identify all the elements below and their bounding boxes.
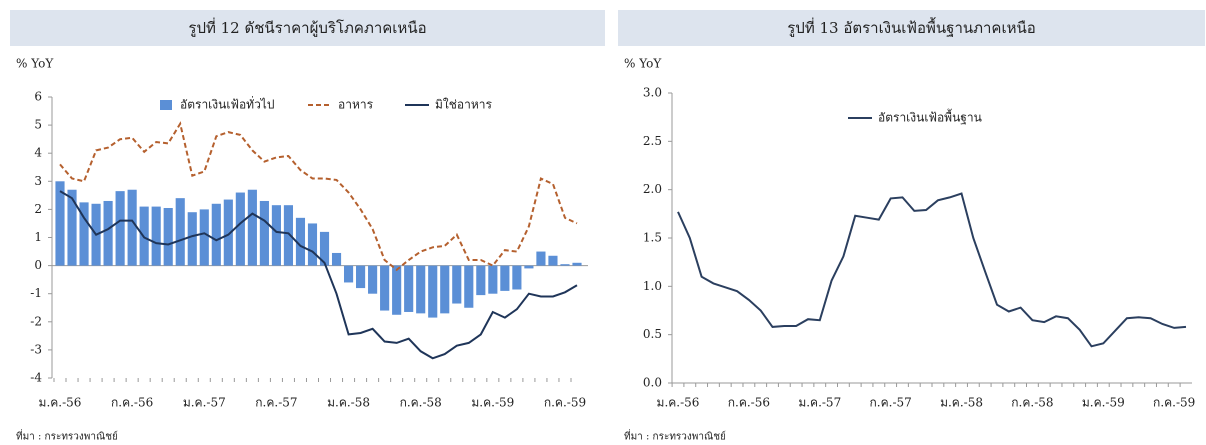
legend-label: อาหาร (338, 98, 374, 112)
x-tick-label: ม.ค.-56 (39, 396, 82, 410)
x-tick-label: ก.ค.-58 (1011, 396, 1053, 410)
bar (79, 202, 89, 266)
x-tick-label: ก.ค.-59 (544, 396, 586, 410)
y-tick-label: 0 (34, 258, 42, 272)
x-tick-label: ก.ค.-57 (870, 396, 912, 410)
bar (500, 265, 510, 291)
y-tick-label: 0.5 (643, 327, 662, 341)
x-tick-label: ม.ค.-59 (1082, 396, 1125, 410)
y-tick-label: 1 (34, 230, 42, 244)
legend-label: อัตราเงินเฟ้อทั่วไป (180, 96, 274, 112)
bar (211, 203, 221, 266)
y-unit: % YoY (624, 57, 662, 71)
bar (319, 231, 330, 266)
series-line (677, 192, 1187, 348)
y-tick-label: 2 (34, 202, 42, 216)
y-tick-label: 2.0 (643, 182, 662, 196)
bar (356, 265, 366, 289)
bar (572, 262, 582, 266)
x-tick-label: ม.ค.-59 (471, 396, 514, 410)
title-band (618, 10, 1205, 46)
bar (368, 265, 378, 294)
bar (235, 192, 245, 266)
bar (343, 265, 354, 283)
bar (380, 265, 390, 311)
bar (271, 205, 281, 266)
bar (392, 265, 402, 315)
bar (416, 265, 426, 314)
x-tick-label: ม.ค.-56 (657, 396, 700, 410)
series-line (59, 190, 578, 360)
bar (151, 206, 161, 266)
bar (331, 252, 342, 266)
bar (488, 265, 498, 294)
bar (548, 255, 558, 266)
bar (163, 207, 173, 266)
x-tick-label: ม.ค.-57 (798, 396, 841, 410)
bar (476, 265, 486, 296)
x-tick-label: ม.ค.-57 (183, 396, 226, 410)
y-tick-label: 0.0 (643, 376, 662, 390)
source: ที่มา : กระทรวงพาณิชย์ (624, 429, 726, 443)
bar (175, 198, 185, 266)
y-tick-label: -4 (30, 371, 42, 385)
bar (283, 205, 294, 266)
chart-title: รูปที่ 12 ดัชนีราคาผู้บริโภคภาคเหนือ (188, 17, 426, 37)
x-tick-label: ก.ค.-56 (728, 396, 770, 410)
y-tick-label: -2 (30, 314, 42, 328)
y-tick-label: 3.0 (643, 86, 662, 100)
x-tick-label: ก.ค.-57 (255, 396, 297, 410)
y-tick-label: -1 (30, 286, 42, 300)
bar (404, 265, 414, 312)
y-tick-label: 1.0 (643, 279, 662, 293)
bar (440, 265, 450, 314)
bar (560, 264, 570, 266)
bar (452, 265, 462, 304)
bar (223, 199, 233, 266)
bar (199, 209, 209, 266)
y-tick-label: -3 (30, 342, 42, 356)
y-tick-label: 3 (34, 174, 42, 188)
bar (259, 200, 269, 266)
y-tick-label: 1.5 (643, 231, 662, 245)
y-tick-label: 2.5 (643, 134, 662, 148)
bar (464, 265, 474, 308)
bar (103, 200, 113, 266)
source: ที่มา : กระทรวงพาณิชย์ (16, 429, 118, 443)
legend-swatch (160, 100, 172, 110)
legend-label: อัตราเงินเฟ้อพื้นฐาน (878, 109, 982, 125)
y-tick-label: 6 (34, 90, 42, 104)
bar (187, 212, 197, 266)
chart-title: รูปที่ 13 อัตราเงินเฟ้อพื้นฐานภาคเหนือ (787, 17, 1036, 37)
series-line (59, 121, 578, 272)
x-tick-label: ม.ค.-58 (327, 396, 370, 410)
bar (307, 223, 318, 266)
bar (127, 189, 137, 266)
x-tick-label: ก.ค.-58 (400, 396, 442, 410)
bar (67, 189, 77, 266)
x-tick-label: ม.ค.-58 (940, 396, 983, 410)
legend-label: มิใช่อาหาร (435, 98, 493, 112)
bar (536, 251, 546, 266)
bar (115, 191, 125, 266)
title-band (10, 10, 605, 46)
bar (55, 181, 65, 266)
bar (428, 265, 438, 318)
y-tick-label: 4 (34, 146, 42, 160)
bar (512, 265, 522, 290)
y-tick-label: 5 (34, 118, 42, 132)
bar (295, 217, 306, 266)
y-unit: % YoY (16, 57, 54, 71)
bar (524, 265, 534, 269)
x-tick-label: ก.ค.-59 (1153, 396, 1195, 410)
bar (247, 189, 257, 266)
x-tick-label: ก.ค.-56 (111, 396, 153, 410)
